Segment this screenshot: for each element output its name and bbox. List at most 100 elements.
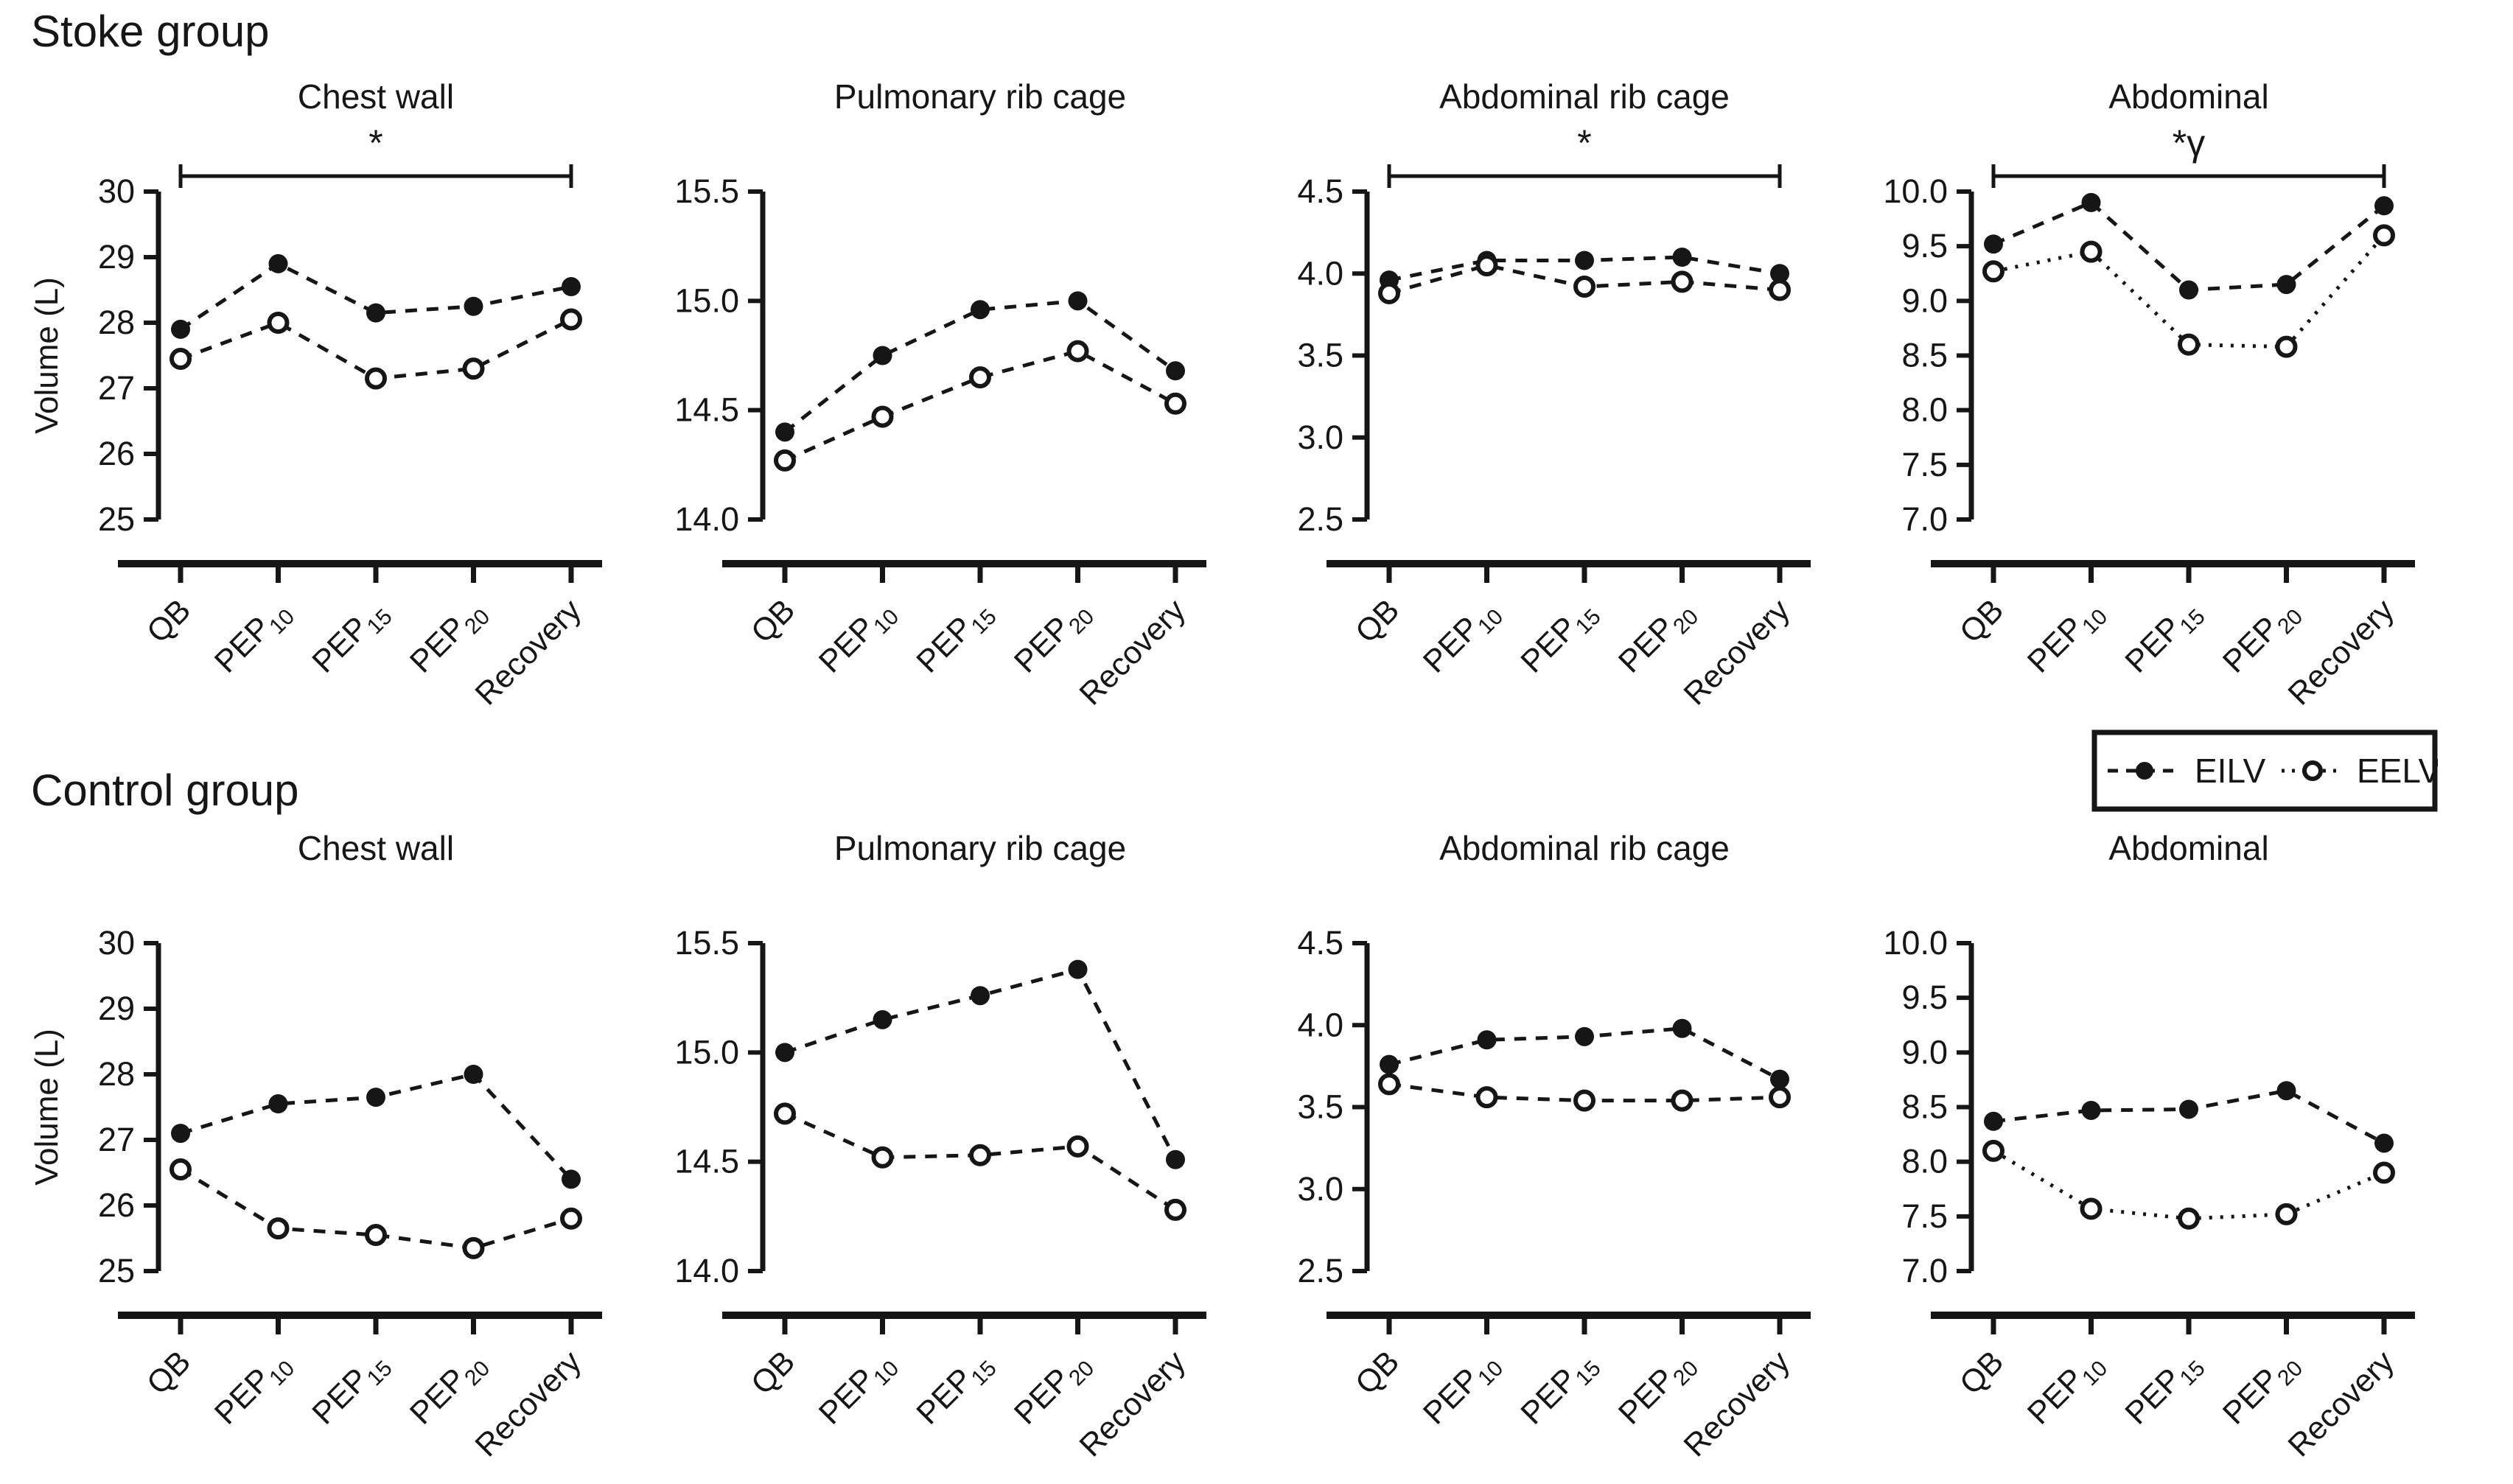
significance-symbol: * (1577, 122, 1591, 164)
y-tick-label: 10.0 (1883, 172, 1948, 210)
series-eelv-point (1769, 1086, 1791, 1109)
y-tick-label: 14.0 (674, 500, 739, 538)
legend: EILV EELV (2091, 729, 2438, 812)
x-tick-label: PEP10 (1416, 1344, 1508, 1435)
x-tick-label: PEP15 (2119, 1344, 2210, 1435)
y-tick-label: 9.5 (1901, 979, 1948, 1016)
series-eelv-point (2080, 1197, 2103, 1220)
y-tick-label: 15.0 (674, 1033, 739, 1071)
series-eilv-point (1672, 248, 1692, 267)
series-eilv-point (1477, 1030, 1497, 1050)
y-tick-label: 8.0 (1901, 391, 1948, 429)
series-eelv-point (969, 1144, 991, 1166)
series-eelv-point (2178, 333, 2200, 356)
y-tick-label: 14.5 (674, 391, 739, 429)
x-tick-label: QB (744, 592, 802, 650)
series-eelv-point (169, 1158, 192, 1181)
series-eilv-point (464, 1065, 483, 1084)
y-tick-label: 25 (98, 500, 135, 538)
series-eilv-point (1672, 1018, 1692, 1038)
series-eilv-point (366, 303, 385, 323)
series-eelv-point (365, 1224, 387, 1247)
series-eilv-point (171, 319, 190, 339)
x-tick-label: Recovery (1677, 592, 1797, 713)
y-tick-label: 7.0 (1901, 1252, 1948, 1289)
y-tick-label: 29 (98, 990, 135, 1027)
y-tick-label: 8.5 (1901, 1088, 1948, 1126)
series-eilv-point (562, 277, 581, 297)
series-eilv-line (1993, 200, 2386, 293)
x-tick-label: PEP20 (2216, 592, 2307, 684)
y-axis-label: Volume (L) (29, 277, 65, 434)
series-eilv-point (2374, 1133, 2394, 1153)
series-eilv-point (873, 1009, 892, 1029)
legend-eilv-label: EILV (2195, 752, 2266, 790)
x-tick-label: QB (1953, 592, 2010, 650)
x-tick-label: PEP20 (403, 1344, 494, 1435)
x-tick-label: Recovery (2282, 1344, 2402, 1464)
series-eilv-point (2179, 1099, 2198, 1119)
x-tick-label: QB (1953, 1344, 2010, 1401)
y-tick-label: 9.0 (1901, 281, 1948, 319)
x-tick-label: PEP10 (812, 1344, 904, 1435)
series-eelv-point (1164, 392, 1186, 415)
series-eelv-point (871, 405, 894, 428)
x-tick-label: Recovery (1073, 1344, 1193, 1464)
series-eelv-point (462, 357, 485, 380)
series-eelv-point (1475, 254, 1498, 277)
series-eelv-point (560, 308, 582, 331)
x-tick-label: QB (1349, 592, 1406, 650)
x-tick-label: PEP10 (1416, 592, 1508, 684)
series-eilv-point (2276, 1081, 2296, 1101)
chart-title: Chest wall (298, 829, 454, 867)
x-tick-label: PEP20 (1007, 592, 1099, 684)
significance-symbol: *γ (2173, 122, 2205, 164)
series-eelv-point (1573, 276, 1595, 298)
series-eelv-point (1671, 1089, 1694, 1112)
series-eelv-point (1982, 260, 2005, 283)
y-tick-label: 29 (98, 238, 135, 276)
series-eelv-point (267, 1217, 290, 1240)
y-tick-label: 15.0 (674, 281, 739, 319)
legend-eelv-label: EELV (2357, 752, 2438, 790)
y-tick-label: 4.5 (1297, 924, 1343, 962)
x-tick-label: PEP15 (1514, 592, 1606, 684)
x-tick-label: PEP20 (403, 592, 494, 684)
y-tick-label: 28 (98, 304, 135, 341)
series-eelv-point (2275, 1203, 2298, 1225)
series-eilv-point (775, 1043, 794, 1063)
series-eilv-point (971, 300, 990, 320)
series-eilv-point (971, 986, 990, 1006)
series-eilv-point (2276, 275, 2296, 295)
series-eilv-point (268, 1094, 288, 1114)
series-eelv-line (179, 1167, 572, 1250)
y-tick-label: 3.5 (1297, 1088, 1343, 1126)
x-tick-label: Recovery (469, 1344, 589, 1464)
series-eelv-point (2373, 1161, 2395, 1184)
series-eelv-point (2178, 1207, 2200, 1230)
series-eelv-point (1769, 279, 1791, 301)
series-eilv-point (2374, 196, 2394, 216)
series-eilv-point (873, 346, 892, 365)
y-tick-label: 26 (98, 435, 135, 472)
series-eilv-point (775, 422, 794, 442)
chart-stoke-group-abdominal-rib-cage: Abdominal rib cage*2.53.03.54.04.5QB PEP1… (1297, 77, 1811, 713)
x-tick-label: PEP15 (306, 1344, 397, 1435)
series-eelv-point (365, 367, 387, 390)
y-tick-label: 28 (98, 1055, 135, 1093)
chart-title: Abdominal (2108, 829, 2268, 867)
series-eelv-point (2373, 224, 2395, 247)
x-tick-label: Recovery (469, 592, 589, 713)
series-eelv-point (774, 1102, 796, 1125)
y-tick-label: 7.0 (1901, 500, 1948, 538)
y-tick-label: 9.0 (1901, 1033, 1948, 1071)
series-eelv-point (169, 347, 192, 370)
y-tick-label: 4.0 (1297, 254, 1343, 292)
series-eelv-point (1475, 1086, 1498, 1109)
x-tick-label: Recovery (1073, 592, 1193, 713)
